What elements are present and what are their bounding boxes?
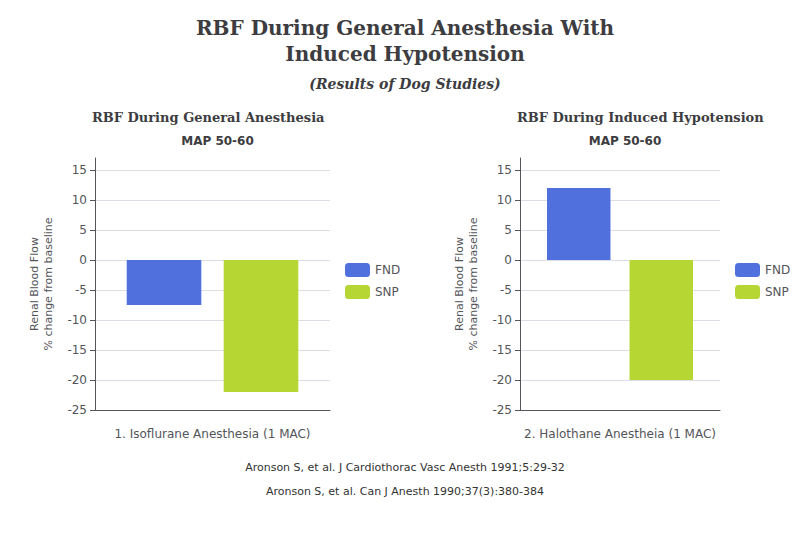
svg-text:5: 5	[504, 223, 512, 237]
svg-text:-20: -20	[67, 373, 87, 387]
svg-text:RBF During General Anesthesia: RBF During General Anesthesia	[92, 110, 325, 125]
svg-text:% change from baseline: % change from baseline	[467, 217, 480, 350]
svg-text:SNP: SNP	[765, 285, 789, 299]
svg-text:Induced Hypotension: Induced Hypotension	[285, 42, 525, 66]
svg-text:-25: -25	[67, 403, 87, 417]
svg-text:SNP: SNP	[375, 285, 399, 299]
svg-text:Renal Blood Flow: Renal Blood Flow	[453, 237, 466, 331]
svg-text:15: 15	[497, 163, 512, 177]
svg-text:Renal Blood Flow: Renal Blood Flow	[28, 237, 41, 331]
svg-text:Aronson S, et al. Can J Anesth: Aronson S, et al. Can J Anesth 1990;37(3…	[266, 485, 544, 498]
svg-text:1. Isoflurane Anesthesia (1 MA: 1. Isoflurane Anesthesia (1 MAC)	[114, 427, 310, 441]
svg-text:10: 10	[497, 193, 512, 207]
svg-text:RBF During General Anesthesia: RBF During General Anesthesia With	[196, 16, 615, 40]
svg-text:-15: -15	[67, 343, 87, 357]
svg-text:-5: -5	[75, 283, 87, 297]
svg-text:2. Halothane Anestheia (1 MAC): 2. Halothane Anestheia (1 MAC)	[524, 427, 716, 441]
svg-text:MAP 50-60: MAP 50-60	[181, 134, 254, 148]
svg-text:-20: -20	[492, 373, 512, 387]
svg-text:0: 0	[79, 253, 87, 267]
svg-text:10: 10	[72, 193, 87, 207]
svg-text:(Results of Dog Studies): (Results of Dog Studies)	[309, 76, 500, 92]
svg-text:% change from baseline: % change from baseline	[42, 217, 55, 350]
svg-text:MAP 50-60: MAP 50-60	[589, 134, 662, 148]
svg-text:-10: -10	[492, 313, 512, 327]
svg-text:-25: -25	[492, 403, 512, 417]
svg-text:-15: -15	[492, 343, 512, 357]
svg-text:0: 0	[504, 253, 512, 267]
svg-text:5: 5	[79, 223, 87, 237]
svg-text:FND: FND	[375, 263, 400, 277]
svg-text:-5: -5	[500, 283, 512, 297]
svg-text:FND: FND	[765, 263, 790, 277]
svg-text:Aronson S, et al. J Cardiothor: Aronson S, et al. J Cardiothorac Vasc An…	[245, 461, 565, 474]
svg-text:RBF During Induced Hypotension: RBF During Induced Hypotension	[517, 110, 764, 125]
svg-text:-10: -10	[67, 313, 87, 327]
svg-text:15: 15	[72, 163, 87, 177]
